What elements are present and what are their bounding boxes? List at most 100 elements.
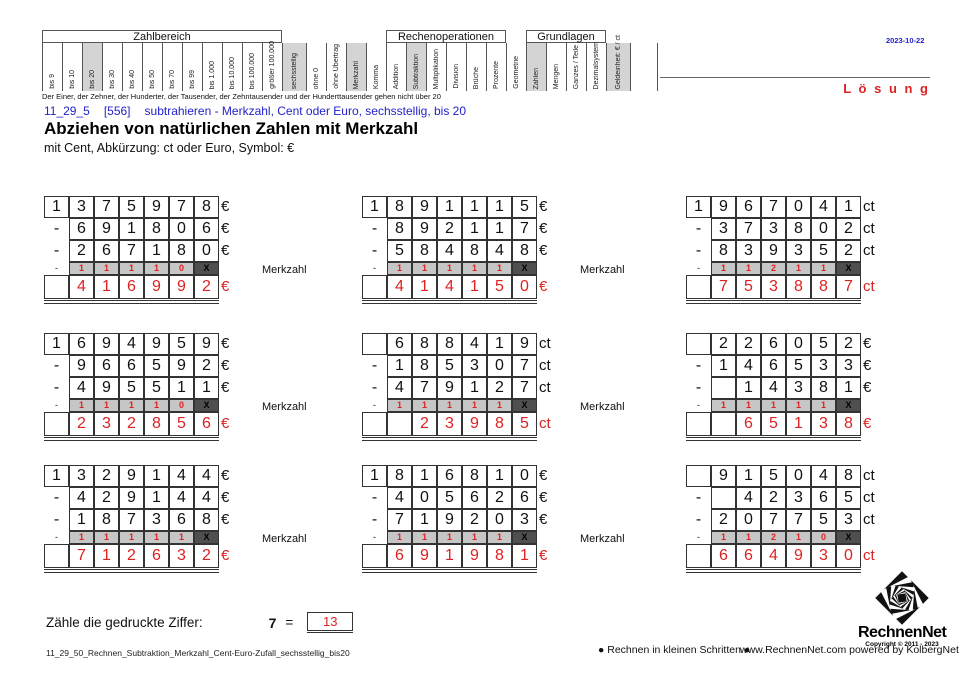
catalog-number: [556] <box>103 104 131 118</box>
minus-sign: - <box>371 489 378 506</box>
header-col-bis-10: bis 10 <box>62 43 82 91</box>
subtrahend-digit-cell: 3 <box>144 509 169 531</box>
unit-symbol: € <box>221 335 230 352</box>
result-digit-cell: 3 <box>811 412 836 436</box>
merkzahl-digit-cell: 2 <box>761 531 786 544</box>
header-col-label: bis 70 <box>168 70 176 89</box>
merkzahl-digit-cell: 0 <box>169 399 194 412</box>
result-digit-cell: 3 <box>437 412 462 436</box>
header-col-label: Brüche <box>472 66 480 89</box>
header-col-label: Subtraktion <box>412 53 420 89</box>
result-digit-cell: 0 <box>836 544 861 568</box>
header-col-bis-50: bis 50 <box>142 43 162 91</box>
subtrahend-digit-cell: 2 <box>761 487 786 509</box>
result-digit-cell: 8 <box>144 412 169 436</box>
header-col-komma: Komma <box>366 43 386 91</box>
minuend-digit-cell: 9 <box>144 196 169 218</box>
minuend-lead-cell: 1 <box>362 465 387 487</box>
problem-row: 6 8 8 4 1 9 ct <box>362 333 682 355</box>
result-digit-cell: 7 <box>836 275 861 299</box>
minuend-digit-cell: 8 <box>412 333 437 355</box>
equals-sign: = <box>285 615 294 630</box>
subtrahend-digit-cell: 8 <box>169 240 194 262</box>
problem-row: 9 1 5 0 4 8 ct <box>686 465 963 487</box>
unit-symbol: € <box>539 242 548 259</box>
minuend-digit-cell: 8 <box>194 196 219 218</box>
merkzahl-digit-cell: 1 <box>387 531 412 544</box>
minus-sign: - <box>371 357 378 374</box>
minuend-digit-cell: 4 <box>119 333 144 355</box>
header-col-label: Ganzes / Teile <box>572 44 580 89</box>
minus-sign: - <box>695 357 702 374</box>
problem-row: - 4 2 3 6 5 ct <box>686 487 963 509</box>
result-double-underline <box>686 569 861 573</box>
merkzahl-digit-cell: 1 <box>462 531 487 544</box>
subtrahend-digit-cell: 8 <box>412 240 437 262</box>
merkzahl-digit-cell: 1 <box>811 399 836 412</box>
merkzahl-x-cell: X <box>194 399 219 412</box>
footer-slogan: ● Rechnen in kleinen Schritten ● <box>598 644 751 656</box>
result-double-underline <box>686 437 861 441</box>
result-digit-cell: 6 <box>736 544 761 568</box>
subtrahend-digit-cell: 4 <box>387 487 412 509</box>
unit-symbol: € <box>863 379 872 396</box>
minus-sign: - <box>55 263 58 273</box>
header-col-zahlen: Zahlen <box>526 43 546 91</box>
header-col-label: Addition <box>392 63 400 89</box>
unit-symbol: € <box>539 489 548 506</box>
unit-symbol: ct <box>863 198 875 215</box>
header-col-label: bis 1.000 <box>208 60 216 89</box>
subtrahend-digit-cell: 1 <box>194 377 219 399</box>
minuend-digit-cell: 9 <box>94 333 119 355</box>
subtrahend-digit-cell: 7 <box>512 377 537 399</box>
merkzahl-digit-cell: 1 <box>119 399 144 412</box>
minus-sign: - <box>373 400 376 410</box>
problem-row: 7 5 3 8 8 7 ct <box>686 275 963 299</box>
subtrahend-digit-cell: 4 <box>387 377 412 399</box>
subtrahend-digit-cell: 8 <box>387 218 412 240</box>
merkzahl-digit-cell: 1 <box>462 399 487 412</box>
minuend-lead-cell <box>686 465 711 487</box>
unit-symbol: € <box>221 379 230 396</box>
result-lead-cell <box>686 544 711 568</box>
catalog-line: 11_29_5 [556] subtrahieren - Merkzahl, Cen… <box>44 104 480 118</box>
subtrahend-digit-cell: 6 <box>512 487 537 509</box>
header-col-label: Dezimalsystem <box>592 41 600 89</box>
subtrahend-digit-cell: 9 <box>761 240 786 262</box>
result-digit-cell: 2 <box>194 544 219 568</box>
header-col-ohne-0: ohne 0 <box>306 43 326 91</box>
minuend-digit-cell: 1 <box>487 333 512 355</box>
subtrahend-digit-cell: 4 <box>437 240 462 262</box>
header-col-label: bis 50 <box>148 70 156 89</box>
result-digit-cell: 9 <box>462 544 487 568</box>
problem-row: 1 8 1 6 8 1 0 € <box>362 465 682 487</box>
result-digit-cell: 6 <box>119 275 144 299</box>
problem-6: 2 2 6 0 5 2 € -1 4 6 5 3 3 € -1 4 3 8 1 € -1 1 1 1 1 X 6 5 1 3 8 € <box>686 333 963 441</box>
header-col-label: ohne Übertrag <box>332 44 340 89</box>
result-digit-cell: 8 <box>836 412 861 436</box>
minuend-digit-cell: 3 <box>69 196 94 218</box>
minuend-lead-cell: 1 <box>44 465 69 487</box>
problem-row: 4 1 6 9 9 2 € <box>44 275 364 299</box>
problem-row: 2 3 9 8 5 ct <box>362 412 682 436</box>
merkzahl-digit-cell: 1 <box>487 262 512 275</box>
result-digit-cell: 6 <box>194 412 219 436</box>
unit-symbol: € <box>221 220 230 237</box>
minus-sign: - <box>695 511 702 528</box>
result-digit-cell: 1 <box>94 275 119 299</box>
merkzahl-digit-cell: 1 <box>811 262 836 275</box>
subtrahend-digit-cell: 7 <box>119 240 144 262</box>
minuend-digit-cell: 9 <box>119 465 144 487</box>
merkzahl-x-cell: X <box>194 262 219 275</box>
header-group-title <box>506 30 526 43</box>
minuend-digit-cell: 6 <box>387 333 412 355</box>
problem-row: 7 1 2 6 3 2 € <box>44 544 364 568</box>
header-col-prozente: Prozente <box>486 43 506 91</box>
subtrahend-digit-cell: 1 <box>487 218 512 240</box>
minus-sign: - <box>53 511 60 528</box>
minuend-digit-cell: 0 <box>786 333 811 355</box>
minuend-digit-cell: 2 <box>836 333 861 355</box>
subtrahend-digit-cell: 2 <box>487 377 512 399</box>
header-col-brüche: Brüche <box>466 43 486 91</box>
